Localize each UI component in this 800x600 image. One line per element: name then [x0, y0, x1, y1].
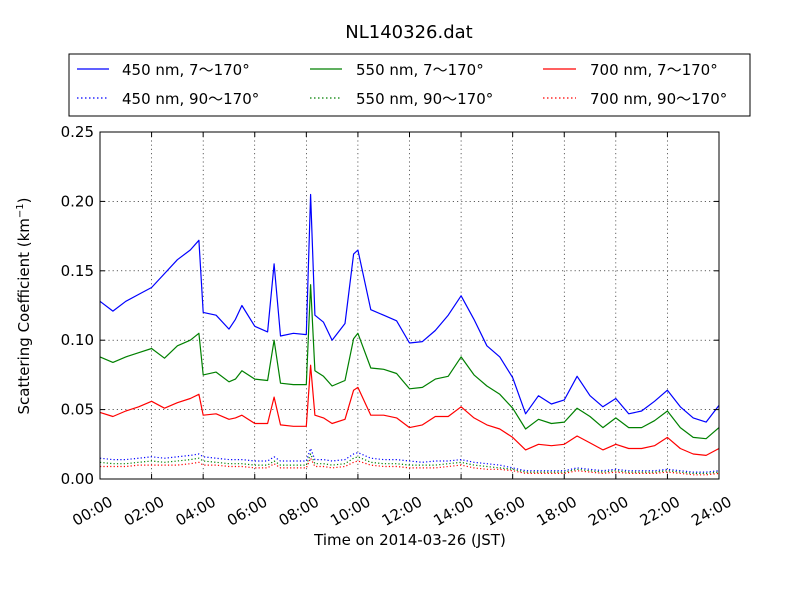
- legend-label: 550 nm, 7～170°: [356, 61, 484, 79]
- y-axis-label-tail: ): [15, 197, 33, 203]
- x-tick-label: 12:00: [379, 493, 425, 530]
- y-tick-label: 0.05: [61, 401, 94, 419]
- x-tick-label: 02:00: [121, 493, 167, 530]
- y-tick-label: 0.00: [61, 470, 94, 488]
- legend-label: 450 nm, 7～170°: [122, 61, 250, 79]
- legend-entry: 550 nm, 7～170°: [310, 61, 484, 79]
- x-tick-labels: 00:00 02:00 04:00 06:00 08:00 10:00 12:00 14:00…: [69, 493, 734, 530]
- legend-label: 550 nm, 90～170°: [356, 90, 493, 108]
- series-line: [99, 364, 720, 456]
- y-tick-label: 0.20: [61, 192, 94, 210]
- chart-title: NL140326.dat: [345, 22, 472, 43]
- legend-entry: 450 nm, 7～170°: [77, 61, 250, 79]
- x-tick-label: 00:00: [69, 493, 115, 530]
- legend: 450 nm, 7～170° 550 nm, 7～170° 700 nm, 7～…: [68, 53, 751, 117]
- x-axis-label: Time on 2014-03-26 (JST): [313, 531, 506, 549]
- x-tick-label: 08:00: [276, 493, 322, 530]
- y-tick-label: 0.10: [61, 331, 94, 349]
- x-tick-label: 06:00: [224, 493, 270, 530]
- legend-label: 700 nm, 90～170°: [590, 90, 727, 108]
- x-tick-label: 10:00: [327, 493, 373, 530]
- x-tick-label: 14:00: [430, 493, 476, 530]
- y-tick-label: 0.15: [61, 262, 94, 280]
- x-tick-label: 24:00: [688, 493, 734, 530]
- x-tick-label: 20:00: [585, 493, 631, 530]
- y-tick-labels: 0.00 0.05 0.10 0.15 0.20 0.25: [61, 123, 94, 488]
- x-tick-label: 16:00: [482, 493, 528, 530]
- x-tick-label: 22:00: [637, 493, 683, 530]
- legend-entry: 550 nm, 90～170°: [310, 90, 493, 108]
- ticks: [99, 131, 720, 480]
- series-layer: [99, 193, 720, 476]
- legend-box: [68, 53, 751, 117]
- legend-entry: 700 nm, 7～170°: [543, 61, 718, 79]
- series-line: [99, 193, 720, 423]
- legend-entry: 450 nm, 90～170°: [77, 90, 259, 108]
- series-line: [99, 284, 720, 440]
- x-tick-label: 18:00: [534, 493, 580, 530]
- y-tick-label: 0.25: [61, 123, 94, 141]
- legend-entry: 700 nm, 90～170°: [543, 90, 727, 108]
- legend-label: 450 nm, 90～170°: [122, 90, 259, 108]
- y-axis-label-main: Scattering Coefficient (km: [15, 218, 33, 414]
- y-axis-label-superscript: −1: [15, 203, 26, 218]
- legend-label: 700 nm, 7～170°: [590, 61, 718, 79]
- x-tick-label: 04:00: [172, 493, 218, 530]
- y-axis-label: Scattering Coefficient (km−1): [15, 197, 33, 414]
